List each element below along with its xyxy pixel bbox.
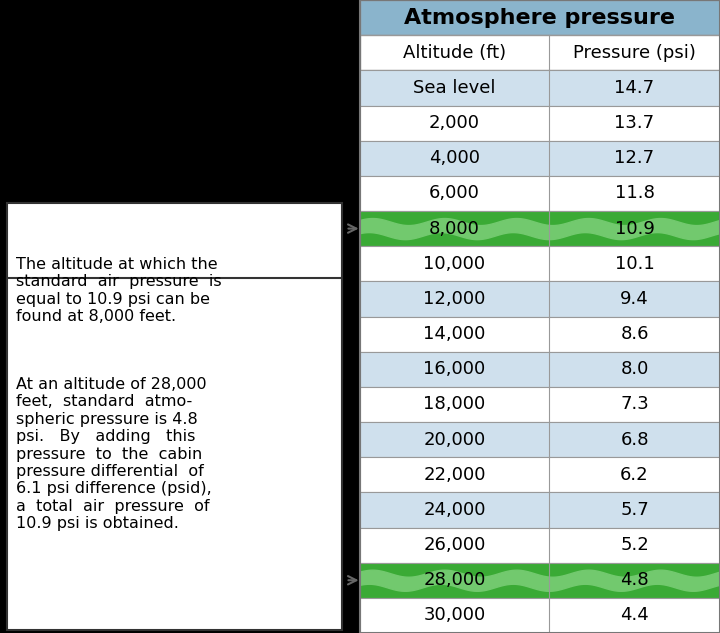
Bar [360,0,720,35]
Text: Pressure (psi): Pressure (psi) [573,44,696,62]
Text: 11.8: 11.8 [615,184,654,203]
Text: 5.7: 5.7 [620,501,649,519]
Bar [360,352,720,387]
Bar [360,211,720,246]
Text: 4.8: 4.8 [620,571,649,589]
Text: Sea level: Sea level [413,79,496,97]
Text: The altitude at which the
standard  air  pressure  is
equal to 10.9 psi can be
f: The altitude at which the standard air p… [16,257,222,324]
Text: 18,000: 18,000 [423,396,485,413]
Bar [360,35,720,70]
Bar [360,387,720,422]
Bar [360,70,720,106]
Text: 6.8: 6.8 [620,430,649,449]
Bar [360,527,720,563]
Text: 14.7: 14.7 [614,79,654,97]
Bar [360,0,720,633]
Bar [360,457,720,492]
Text: 2,000: 2,000 [429,114,480,132]
Text: 8,000: 8,000 [429,220,480,237]
Bar [360,281,720,316]
Text: Altitude (ft): Altitude (ft) [403,44,506,62]
Text: 12.7: 12.7 [614,149,654,167]
Bar [360,176,720,211]
Text: 10.9: 10.9 [615,220,654,237]
Text: 9.4: 9.4 [620,290,649,308]
Bar [360,422,720,457]
Text: 26,000: 26,000 [423,536,486,554]
Bar [7,203,342,379]
Text: At an altitude of 28,000
feet,  standard  atmo-
spheric pressure is 4.8
psi.   B: At an altitude of 28,000 feet, standard … [16,377,212,531]
Bar [360,563,720,598]
Text: 12,000: 12,000 [423,290,486,308]
Text: 8.6: 8.6 [620,325,649,343]
Text: 6.2: 6.2 [620,466,649,484]
Text: 5.2: 5.2 [620,536,649,554]
Text: Atmosphere pressure: Atmosphere pressure [405,8,675,28]
Text: 22,000: 22,000 [423,466,486,484]
Bar [360,316,720,352]
Text: 14,000: 14,000 [423,325,486,343]
Text: 4,000: 4,000 [429,149,480,167]
Bar [360,106,720,141]
Text: 30,000: 30,000 [423,606,485,624]
Text: 6,000: 6,000 [429,184,480,203]
Bar [360,246,720,281]
Text: 10.1: 10.1 [615,254,654,273]
Text: 16,000: 16,000 [423,360,485,379]
Text: 13.7: 13.7 [614,114,654,132]
Bar [360,141,720,176]
Bar [7,278,342,630]
Text: 7.3: 7.3 [620,396,649,413]
Text: 8.0: 8.0 [621,360,649,379]
Text: 24,000: 24,000 [423,501,486,519]
Bar [360,598,720,633]
Text: 10,000: 10,000 [423,254,485,273]
Text: 20,000: 20,000 [423,430,485,449]
Text: 4.4: 4.4 [620,606,649,624]
Bar [360,492,720,527]
Text: 28,000: 28,000 [423,571,486,589]
